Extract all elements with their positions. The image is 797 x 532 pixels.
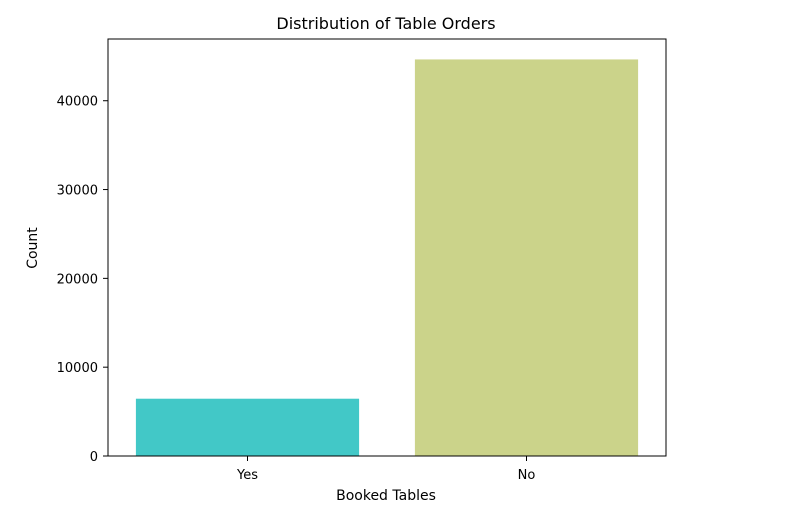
plot-frame	[107, 38, 667, 457]
bar-no	[414, 59, 639, 457]
x-tick-label: Yes	[236, 468, 258, 483]
x-axis-label: Booked Tables	[336, 488, 436, 504]
bars-group	[135, 59, 639, 457]
x-axis-ticks: Yes No	[236, 456, 535, 483]
y-axis-label: Count	[25, 227, 41, 269]
y-tick-label: 0	[90, 450, 98, 465]
bar-yes	[135, 398, 360, 456]
chart-title: Distribution of Table Orders	[276, 14, 495, 33]
y-tick-label: 20000	[57, 272, 98, 287]
y-axis-ticks: 0 10000 20000 30000 40000	[57, 95, 108, 465]
y-tick-label: 10000	[57, 361, 98, 376]
y-tick-label: 30000	[57, 184, 98, 199]
x-tick-label: No	[518, 468, 536, 483]
y-tick-label: 40000	[57, 95, 98, 110]
